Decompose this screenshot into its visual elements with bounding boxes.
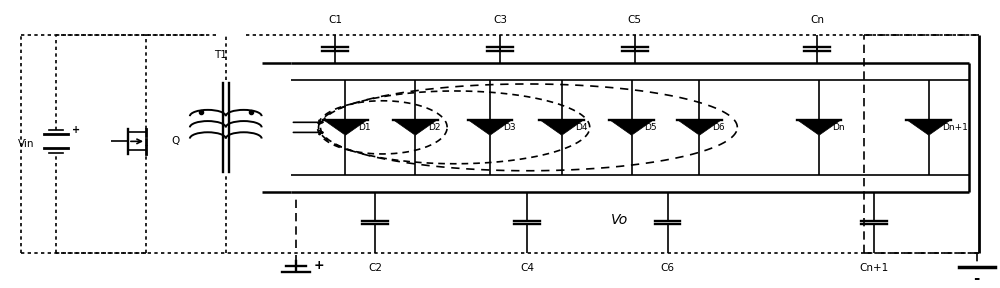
Polygon shape [677,120,722,135]
Polygon shape [906,120,951,135]
Polygon shape [468,120,512,135]
Text: C3: C3 [493,15,507,25]
Text: D5: D5 [645,123,657,132]
Text: D1: D1 [358,123,371,132]
Text: Vin: Vin [18,139,34,149]
Text: C6: C6 [661,263,675,273]
Text: Cn+1: Cn+1 [859,263,889,273]
Text: D2: D2 [428,123,441,132]
Polygon shape [539,120,584,135]
Text: Cn: Cn [810,15,824,25]
Text: C4: C4 [520,263,534,273]
Text: -: - [973,271,980,286]
Text: D4: D4 [575,123,587,132]
Text: +: + [72,125,80,135]
Polygon shape [393,120,438,135]
Text: T1: T1 [214,50,227,60]
Text: D3: D3 [503,123,516,132]
Polygon shape [797,120,841,135]
Text: Dn+1: Dn+1 [942,123,968,132]
Text: C1: C1 [328,15,342,25]
Text: Vo: Vo [611,213,628,227]
Text: Dn: Dn [832,123,845,132]
Text: +: + [314,259,324,272]
Text: D6: D6 [712,123,725,132]
Text: C5: C5 [628,15,642,25]
Text: Q: Q [171,136,179,146]
Text: C2: C2 [368,263,382,273]
Polygon shape [323,120,368,135]
Polygon shape [609,120,654,135]
